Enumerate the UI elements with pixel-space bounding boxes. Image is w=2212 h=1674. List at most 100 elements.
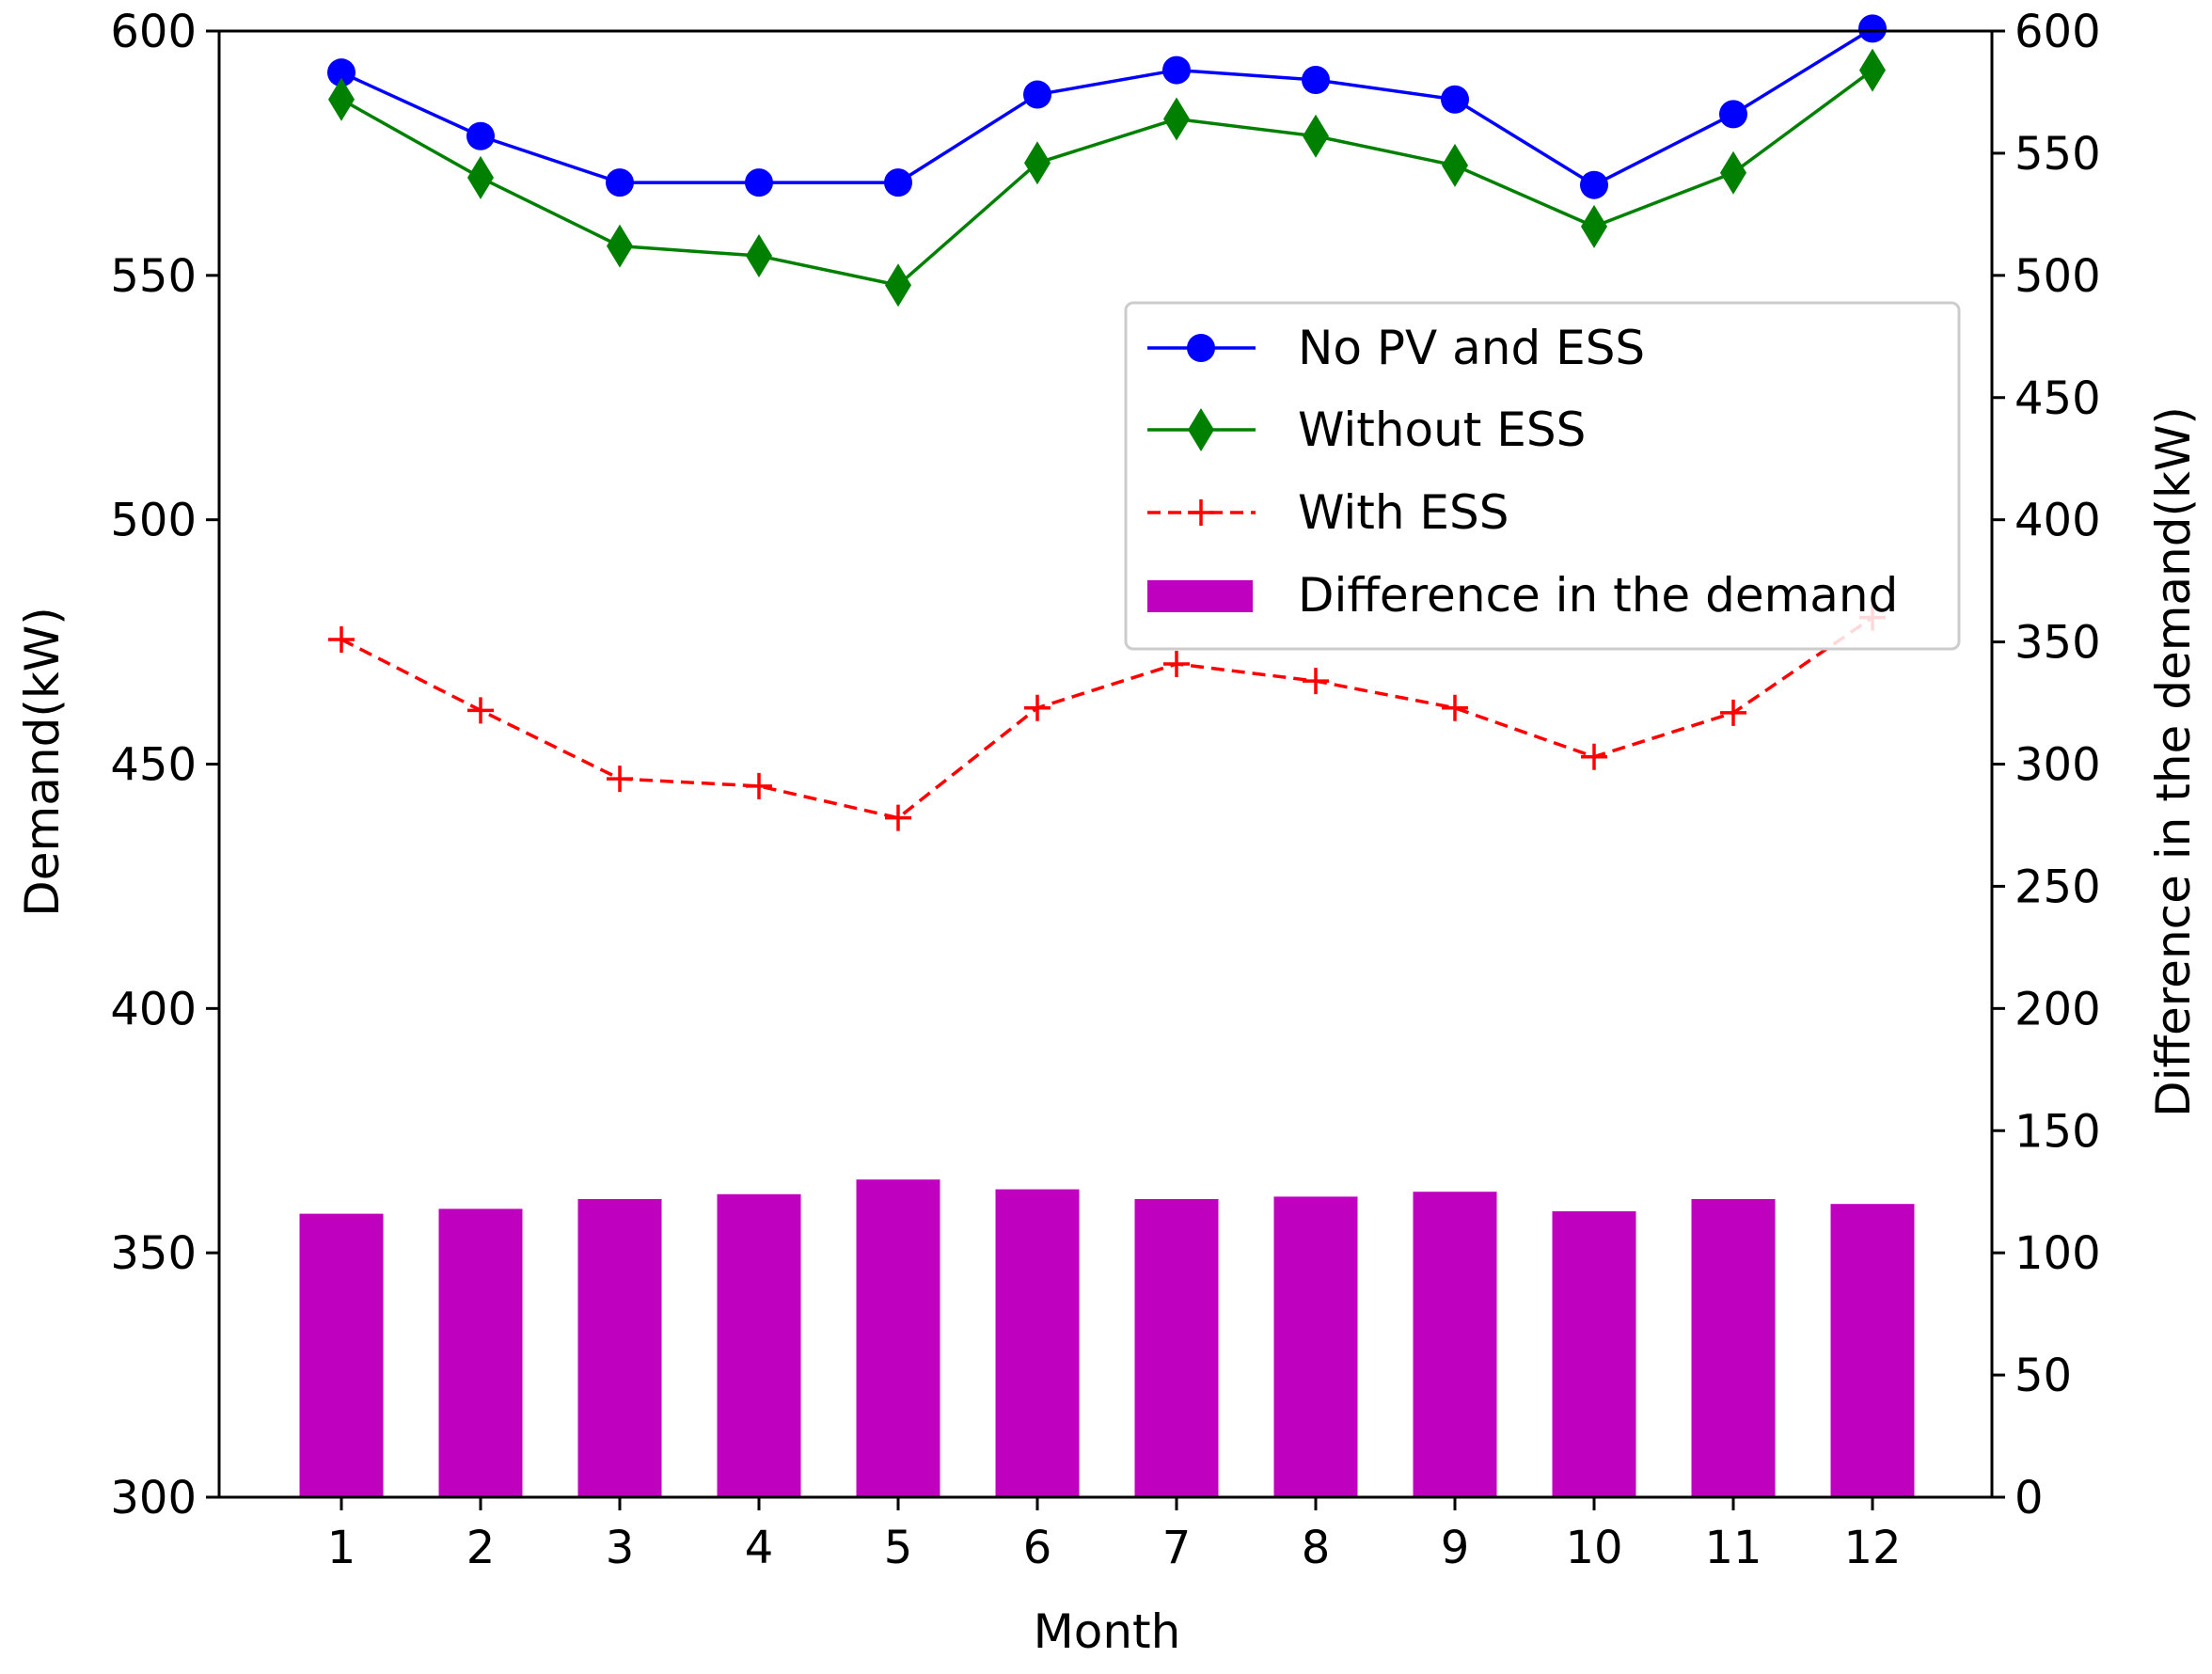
legend-label-with-ess: With ESS (1298, 485, 1509, 540)
right-tick-label-300: 300 (2014, 739, 2101, 792)
left-tick-label-500: 500 (110, 495, 197, 547)
point-no-pv-and-ess-10 (1580, 170, 1608, 199)
bar-month-11 (1691, 1199, 1776, 1497)
legend-label-without-ess: Without ESS (1298, 403, 1586, 457)
right-tick-label-600: 600 (2014, 6, 2101, 58)
legend-entry-with-ess: With ESS (1147, 485, 1509, 540)
point-without-ess-12 (1859, 48, 1886, 92)
right-tick-label-450: 450 (2014, 372, 2101, 425)
point-without-ess-3 (607, 224, 633, 268)
x-tick-label-12: 12 (1843, 1522, 1901, 1574)
x-tick-label-5: 5 (884, 1522, 913, 1574)
point-no-pv-and-ess-4 (745, 168, 773, 197)
point-no-pv-and-ess-3 (606, 168, 634, 197)
right-tick-label-400: 400 (2014, 495, 2101, 547)
bar-month-5 (856, 1179, 940, 1497)
point-with-ess-5 (885, 804, 911, 831)
point-no-pv-and-ess-12 (1858, 14, 1887, 43)
point-no-pv-and-ess-8 (1302, 65, 1330, 94)
point-no-pv-and-ess-6 (1023, 80, 1051, 109)
left-tick-label-300: 300 (110, 1472, 197, 1524)
right-tick-label-200: 200 (2014, 983, 2101, 1035)
legend-marker-diamond (1188, 408, 1214, 451)
x-axis-label: Month (1034, 1604, 1181, 1659)
legend-label-no-pv-and-ess: No PV and ESS (1298, 321, 1645, 375)
point-no-pv-and-ess-9 (1441, 85, 1469, 114)
point-with-ess-10 (1581, 743, 1607, 770)
bar-month-1 (299, 1213, 384, 1497)
left-tick-label-600: 600 (110, 6, 197, 58)
bar-month-9 (1413, 1192, 1497, 1497)
point-no-pv-and-ess-2 (466, 121, 495, 150)
point-without-ess-7 (1163, 97, 1190, 141)
legend-entry-difference: Difference in the demand (1147, 568, 1898, 623)
bar-month-3 (577, 1199, 662, 1497)
bar-month-7 (1134, 1199, 1219, 1497)
bar-month-12 (1830, 1204, 1915, 1497)
bars-layer (299, 1179, 1915, 1497)
x-tick-label-1: 1 (327, 1522, 356, 1574)
series-line-without-ess (340, 69, 1874, 287)
point-without-ess-6 (1024, 141, 1051, 185)
series-line-with-ess (340, 616, 1873, 820)
x-tick-label-4: 4 (745, 1522, 774, 1574)
legend-box (1124, 301, 1961, 651)
x-axis: 1 2 3 4 5 6 7 8 9 10 11 12 (327, 1497, 1902, 1574)
bar-month-10 (1552, 1210, 1636, 1497)
left-tick-label-450: 450 (110, 739, 197, 792)
point-with-ess-2 (467, 697, 494, 724)
point-with-ess-4 (746, 772, 772, 799)
x-tick-label-2: 2 (466, 1522, 496, 1574)
x-tick-label-9: 9 (1441, 1522, 1470, 1574)
point-without-ess-5 (885, 263, 911, 308)
right-tick-label-150: 150 (2014, 1105, 2101, 1158)
bar-month-8 (1273, 1196, 1358, 1497)
right-tick-label-500: 500 (2014, 250, 2101, 303)
legend-entry-without-ess: Without ESS (1147, 403, 1586, 457)
point-without-ess-11 (1720, 150, 1746, 195)
lines-layer (327, 14, 1887, 831)
x-tick-label-8: 8 (1302, 1522, 1331, 1574)
point-no-pv-and-ess-1 (327, 58, 356, 87)
point-without-ess-9 (1442, 143, 1468, 187)
left-axis: 300 350 400 450 500 550 600 (110, 6, 219, 1524)
point-without-ess-10 (1581, 204, 1607, 248)
y-axis-label-left: Demand(kW) (15, 607, 70, 916)
point-with-ess-6 (1024, 694, 1051, 721)
left-tick-label-400: 400 (110, 983, 197, 1035)
right-tick-label-550: 550 (2014, 128, 2101, 181)
right-tick-label-50: 50 (2014, 1350, 2072, 1402)
point-without-ess-1 (328, 77, 355, 121)
right-tick-label-350: 350 (2014, 617, 2101, 670)
bar-month-4 (717, 1193, 801, 1497)
legend-label-difference: Difference in the demand (1298, 568, 1898, 623)
point-with-ess-9 (1442, 694, 1468, 721)
legend-entry-no-pv-and-ess: No PV and ESS (1147, 321, 1645, 375)
point-without-ess-8 (1303, 114, 1329, 158)
legend-marker-plus (1188, 499, 1214, 526)
point-with-ess-7 (1163, 650, 1190, 677)
point-no-pv-and-ess-7 (1162, 55, 1191, 85)
x-tick-label-3: 3 (606, 1522, 635, 1574)
point-no-pv-and-ess-5 (884, 168, 912, 197)
point-without-ess-4 (746, 234, 772, 278)
x-tick-label-10: 10 (1565, 1522, 1622, 1574)
legend: No PV and ESS Without ESS With ESS Diffe… (1124, 301, 1961, 651)
legend-swatch-difference (1147, 580, 1253, 612)
x-tick-label-6: 6 (1023, 1522, 1052, 1574)
right-tick-label-100: 100 (2014, 1227, 2101, 1280)
point-with-ess-3 (607, 766, 633, 793)
left-tick-label-550: 550 (110, 250, 197, 303)
point-no-pv-and-ess-11 (1719, 100, 1747, 129)
right-tick-label-250: 250 (2014, 861, 2101, 913)
x-tick-label-7: 7 (1162, 1522, 1192, 1574)
bar-month-2 (438, 1208, 523, 1497)
legend-marker-circle (1187, 334, 1215, 362)
point-without-ess-2 (467, 155, 494, 199)
right-axis: 0 50 100 150 200 250 300 350 400 450 500 550 600 (1992, 6, 2101, 1524)
point-with-ess-1 (328, 625, 355, 653)
x-tick-label-11: 11 (1704, 1522, 1762, 1574)
right-tick-label-0: 0 (2014, 1472, 2044, 1524)
point-with-ess-11 (1720, 699, 1746, 726)
